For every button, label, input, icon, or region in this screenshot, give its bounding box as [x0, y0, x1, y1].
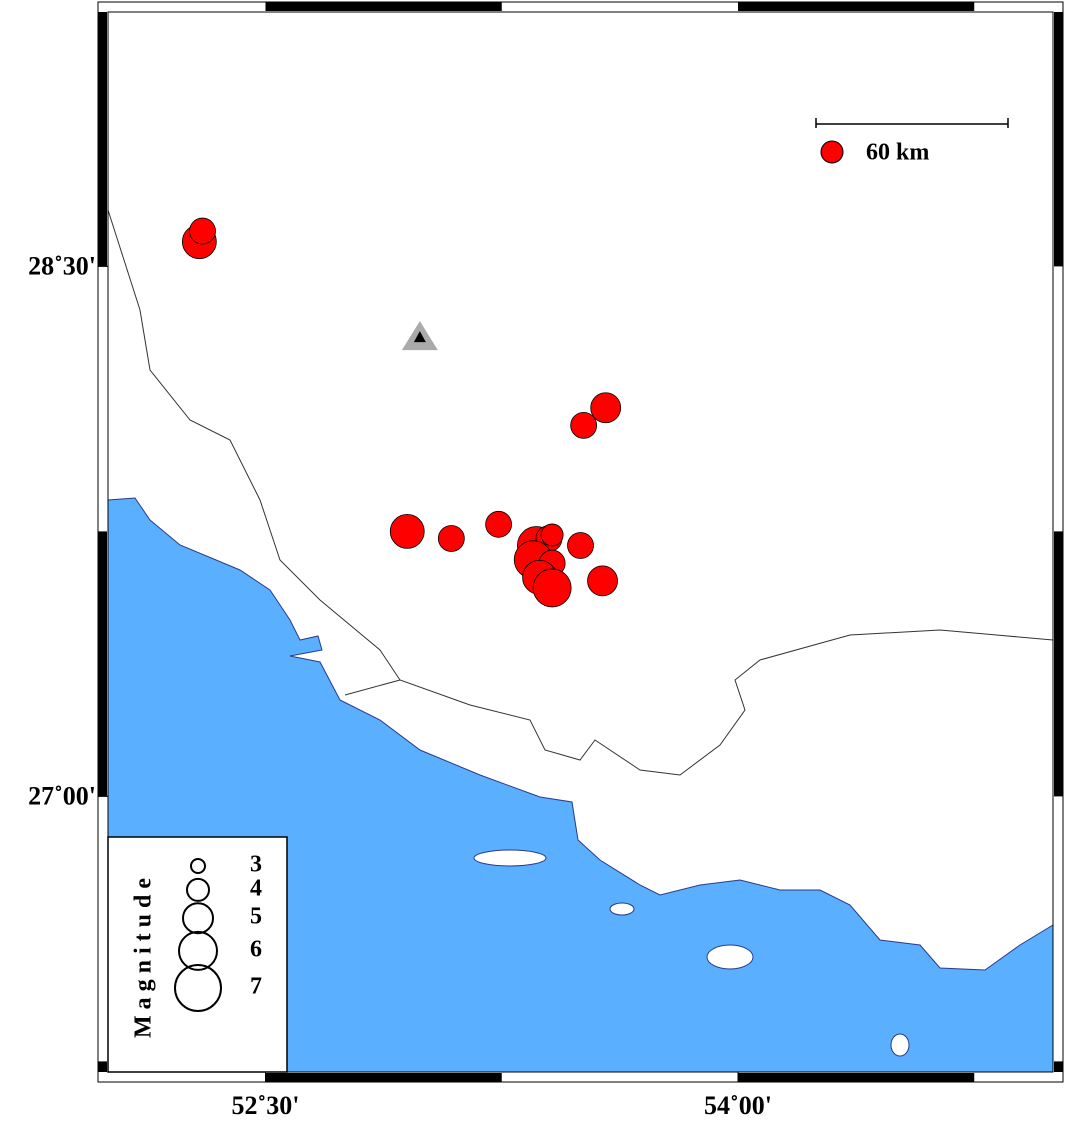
event — [590, 392, 622, 424]
event — [540, 523, 564, 547]
scale-bar — [815, 118, 1009, 128]
islands — [473, 849, 910, 1057]
x-tick-label: 52˚30' — [232, 1091, 300, 1120]
y-tick-label: 27˚00' — [28, 781, 96, 810]
frame-bar — [98, 12, 107, 267]
scale-label: 60 km — [866, 140, 929, 166]
frame-bar — [738, 2, 975, 11]
frame-bar — [1054, 12, 1063, 267]
event — [570, 411, 598, 439]
frame-bar — [1054, 1061, 1063, 1072]
frame-bar — [265, 1073, 502, 1082]
event — [532, 568, 572, 608]
legend-label: 3 — [250, 852, 262, 878]
border — [107, 209, 1054, 776]
frame-bar — [738, 1073, 975, 1082]
legend-symbol — [174, 964, 222, 1012]
event — [389, 514, 425, 549]
legend-symbol — [190, 858, 206, 874]
frame-bar — [1054, 531, 1063, 797]
sea — [107, 497, 1054, 1073]
legend-symbol — [186, 877, 210, 902]
event — [189, 217, 216, 245]
legend-symbol — [182, 902, 214, 935]
frame-bar — [265, 2, 502, 11]
event — [567, 532, 594, 559]
x-tick-label: 54˚00' — [704, 1091, 772, 1120]
island — [609, 902, 635, 916]
legend-title: Magnitude — [131, 872, 157, 1038]
y-tick-label: 28˚30' — [28, 251, 96, 280]
island — [890, 1033, 910, 1057]
event — [587, 565, 618, 597]
frame-bar — [98, 1061, 107, 1072]
island — [706, 944, 754, 970]
legend-box — [107, 836, 288, 1073]
frame-inner — [107, 11, 1054, 1073]
legend-label: 7 — [250, 974, 262, 1000]
legend-label: 4 — [250, 875, 262, 901]
legend-symbol — [178, 930, 218, 971]
frame-bar — [98, 531, 107, 797]
event — [437, 525, 465, 552]
scale-symbol — [820, 140, 844, 164]
legend-label: 6 — [250, 936, 262, 962]
island — [473, 849, 547, 867]
legend-label: 5 — [250, 904, 262, 930]
frame — [97, 1, 1064, 1083]
station-core — [413, 331, 426, 343]
event — [485, 510, 513, 538]
